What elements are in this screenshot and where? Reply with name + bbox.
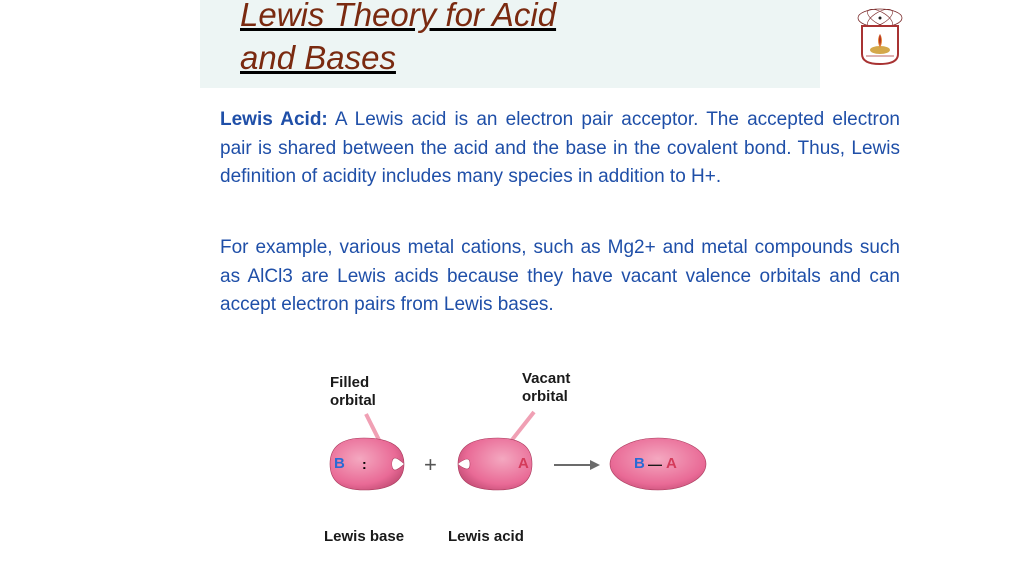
letter-b-left: B bbox=[334, 455, 345, 472]
caption-lewis-acid: Lewis acid bbox=[448, 528, 524, 545]
para2-body: For example, various metal cations, such… bbox=[220, 237, 900, 315]
para1-lead: Lewis Acid: bbox=[220, 109, 328, 130]
page-title: Lewis Theory for Acid and Bases bbox=[240, 0, 660, 80]
arrow-icon bbox=[552, 458, 600, 472]
letter-b-right: B bbox=[634, 455, 645, 472]
title-line-2: and Bases bbox=[240, 39, 396, 76]
label-vacant-orbital: Vacantorbital bbox=[522, 370, 570, 406]
bond-dash: — bbox=[648, 456, 662, 472]
orbital-diagram: Filledorbital Vacantorbital B : + bbox=[290, 370, 710, 560]
label-filled-orbital: Filledorbital bbox=[330, 374, 376, 410]
paragraph-lewis-acid: Lewis Acid: A Lewis acid is an electron … bbox=[220, 106, 900, 192]
letter-a-mid: A bbox=[518, 455, 529, 472]
paragraph-example: For example, various metal cations, such… bbox=[220, 234, 900, 320]
electron-dots: : bbox=[362, 456, 365, 472]
caption-lewis-base: Lewis base bbox=[324, 528, 404, 545]
plus-symbol: + bbox=[424, 452, 437, 478]
institution-logo bbox=[856, 8, 904, 66]
letter-a-right: A bbox=[666, 455, 677, 472]
title-line-1: Lewis Theory for Acid bbox=[240, 0, 556, 33]
